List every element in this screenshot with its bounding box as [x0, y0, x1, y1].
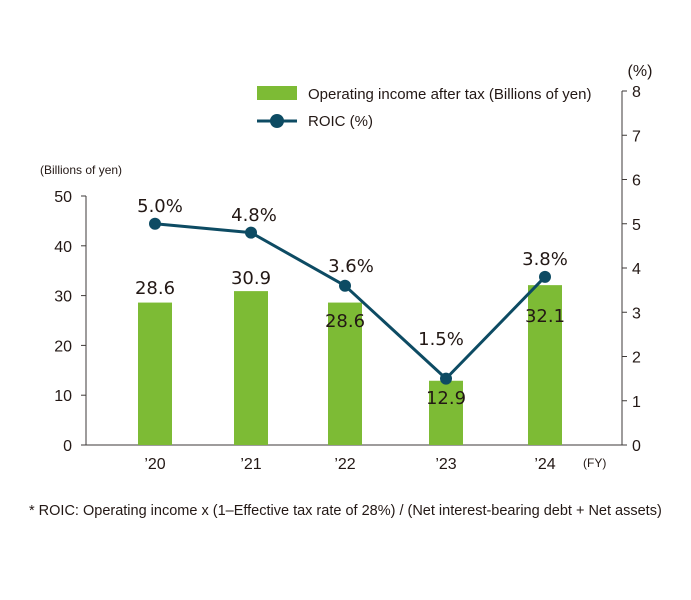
chart: 0 10 20 30 40 50 (Billions of yen) 0 1 2 3 4 5 6 7 8 (%)… [40, 63, 652, 473]
x-axis-tick-label: ’22 [334, 456, 355, 473]
roic-point [539, 270, 551, 283]
left-axis-tick-label: 50 [54, 189, 72, 206]
legend-line-label: ROIC (%) [308, 113, 373, 130]
bar [328, 302, 362, 445]
right-axis-tick-label: 4 [632, 261, 641, 278]
bar [528, 285, 562, 445]
x-axis-tick-label: ’21 [240, 456, 261, 473]
x-axis-tick-label: ’20 [144, 456, 165, 473]
legend-bar-label: Operating income after tax (Billions of … [308, 86, 591, 103]
x-axis-tick-label: ’23 [435, 456, 456, 473]
right-axis-tick-label: 6 [632, 173, 641, 190]
bar-data-label: 32.1 [525, 306, 565, 327]
roic-data-label: 4.8% [231, 205, 277, 226]
bar-data-label: 28.6 [325, 311, 365, 332]
roic-data-label: 3.8% [522, 249, 568, 270]
x-axis-tick-label: ’24 [534, 456, 555, 473]
right-axis-tick-label: 3 [632, 305, 641, 322]
right-axis-tick-label: 5 [632, 217, 641, 234]
legend: Operating income after tax (Billions of … [257, 86, 591, 130]
roic-point [149, 217, 161, 230]
left-axis-tick-label: 20 [54, 338, 72, 355]
left-axis-tick-label: 40 [54, 239, 72, 256]
right-axis-tick-label: 0 [632, 438, 641, 455]
legend-bar-swatch [257, 86, 297, 100]
roic-data-label: 5.0% [137, 196, 183, 217]
right-axis-tick-label: 2 [632, 350, 641, 367]
left-axis-tick-label: 0 [63, 438, 72, 455]
left-axis-tick-label: 30 [54, 289, 72, 306]
left-axis-unit: (Billions of yen) [40, 163, 122, 177]
roic-line-series: 5.0% 4.8% 3.6% 1.5% 3.8% [137, 196, 568, 385]
bar [234, 291, 268, 445]
bar-data-label: 12.9 [426, 388, 466, 409]
bar-data-label: 28.6 [135, 278, 175, 299]
roic-point [339, 279, 351, 292]
roic-data-label: 3.6% [328, 256, 374, 277]
bar-data-label: 30.9 [231, 268, 271, 289]
roic-point [440, 372, 452, 385]
right-axis-tick-label: 8 [632, 84, 641, 101]
right-axis-tick-label: 7 [632, 128, 641, 145]
left-axis-tick-label: 10 [54, 388, 72, 405]
roic-data-label: 1.5% [418, 329, 464, 350]
legend-line-marker [270, 114, 284, 128]
bars: 28.6 30.9 28.6 12.9 32.1 [135, 268, 565, 445]
axes: 0 10 20 30 40 50 (Billions of yen) 0 1 2 3 4 5 6 7 8 (%)… [40, 63, 652, 473]
bar [429, 380, 463, 445]
right-axis-unit: (%) [628, 63, 653, 80]
x-axis-unit: (FY) [583, 456, 606, 470]
bar [138, 302, 172, 445]
footnote: * ROIC: Operating income x (1–Effective … [29, 503, 662, 519]
roic-point [245, 226, 257, 239]
right-axis-tick-label: 1 [632, 394, 641, 411]
